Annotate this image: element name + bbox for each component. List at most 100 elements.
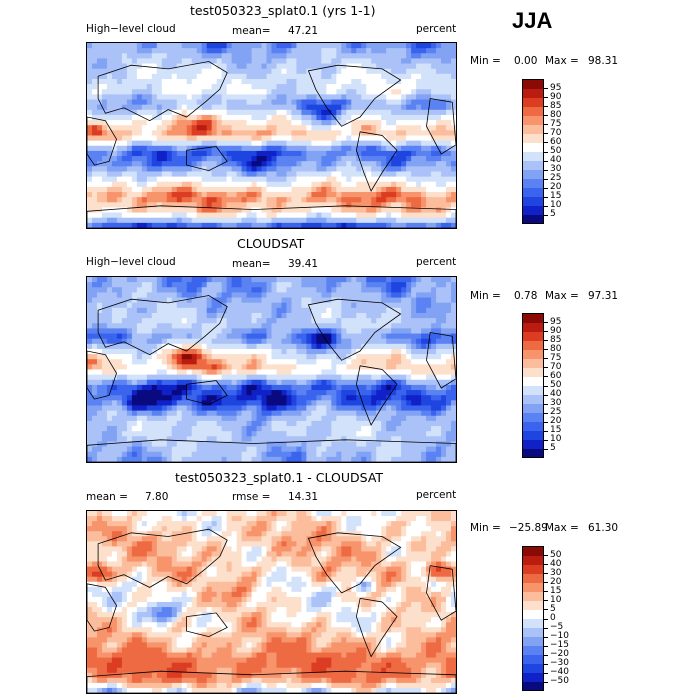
map-cell: [406, 318, 412, 324]
map-cell: [256, 395, 263, 401]
map-cell: [171, 354, 178, 360]
map-cell: [176, 287, 183, 294]
map-cell: [436, 384, 442, 391]
map-cell: [316, 364, 322, 371]
map-cell: [201, 207, 208, 214]
map-cell: [181, 53, 188, 60]
map-cell: [366, 89, 372, 95]
map-cell: [231, 53, 238, 60]
map-cell: [351, 384, 357, 391]
map-cell: [371, 135, 377, 142]
map-cell: [216, 415, 223, 422]
map-cell: [266, 84, 273, 90]
map-cell: [96, 410, 103, 417]
map-cell: [261, 161, 268, 167]
map-cell: [186, 135, 193, 142]
map-cell: [261, 354, 268, 360]
map-cell: [436, 379, 442, 386]
map-cell: [341, 420, 347, 427]
map-cell: [406, 73, 412, 80]
map-cell: [246, 53, 253, 60]
map-cell: [436, 359, 442, 365]
map-cell: [421, 192, 427, 198]
map-cell: [216, 212, 223, 219]
map-cell: [431, 166, 437, 173]
map-cell: [366, 166, 372, 173]
map-cell: [451, 140, 456, 147]
map-cell: [441, 364, 447, 371]
map-cell: [346, 415, 352, 422]
map-cell: [151, 99, 158, 106]
map-cell: [371, 323, 377, 329]
map-cell: [441, 48, 447, 54]
map-cell: [141, 120, 148, 126]
map-cell: [421, 374, 427, 381]
map-cell: [151, 222, 158, 228]
map-cell: [221, 212, 228, 219]
map-cell: [376, 302, 382, 309]
map-cell: [211, 171, 218, 178]
map-cell: [211, 135, 218, 142]
map-cell: [216, 348, 223, 355]
map-cell: [181, 68, 188, 75]
map-cell: [386, 145, 392, 152]
map-cell: [446, 48, 452, 54]
map-cell: [126, 333, 133, 340]
map-cell: [306, 53, 312, 60]
map-cell: [431, 135, 437, 142]
map-cell: [261, 328, 268, 335]
map-cell: [206, 292, 213, 299]
map-cell: [201, 145, 208, 152]
map-cell: [436, 415, 442, 422]
map-cell: [121, 328, 128, 335]
map-cell: [201, 73, 208, 80]
map-cell: [416, 323, 422, 329]
map-cell: [156, 171, 163, 178]
map-cell: [216, 395, 223, 401]
map-cell: [216, 109, 223, 116]
map-cell: [251, 307, 258, 314]
map-cell: [441, 374, 447, 381]
map-cell: [126, 405, 133, 412]
map-cell: [366, 192, 372, 198]
map-cell: [106, 374, 113, 381]
map-cell: [381, 104, 387, 111]
map-cell: [161, 415, 168, 422]
map-cell: [116, 374, 123, 381]
map-cell: [251, 390, 258, 396]
map-cell: [256, 181, 263, 188]
map-cell: [281, 53, 288, 60]
map-cell: [441, 109, 447, 116]
map-cell: [146, 431, 153, 437]
map-cell: [131, 197, 138, 203]
map-cell: [396, 420, 402, 427]
map-cell: [131, 379, 138, 386]
map-cell: [131, 354, 138, 360]
map-cell: [146, 415, 153, 422]
map-cell: [146, 292, 153, 299]
map-cell: [111, 364, 118, 371]
map-cell: [371, 359, 377, 365]
map-cell: [141, 58, 148, 65]
map-cell: [136, 202, 143, 209]
map-cell: [376, 58, 382, 65]
map-cell: [376, 384, 382, 391]
map-cell: [236, 186, 243, 193]
map-cell: [226, 222, 233, 228]
map-cell: [171, 338, 178, 345]
map-cell: [96, 318, 103, 324]
map-cell: [191, 415, 198, 422]
map-cell: [276, 369, 283, 376]
map-cell: [156, 217, 163, 224]
map-cell: [241, 318, 248, 324]
map-cell: [246, 328, 253, 335]
map-cell: [311, 73, 317, 80]
map-cell: [201, 197, 208, 203]
map-cell: [236, 431, 243, 437]
map-cell: [251, 125, 258, 131]
map-cell: [87, 302, 93, 309]
map-cell: [321, 364, 327, 371]
map-cell: [121, 192, 128, 198]
map-cell: [301, 114, 308, 121]
map-cell: [146, 156, 153, 162]
